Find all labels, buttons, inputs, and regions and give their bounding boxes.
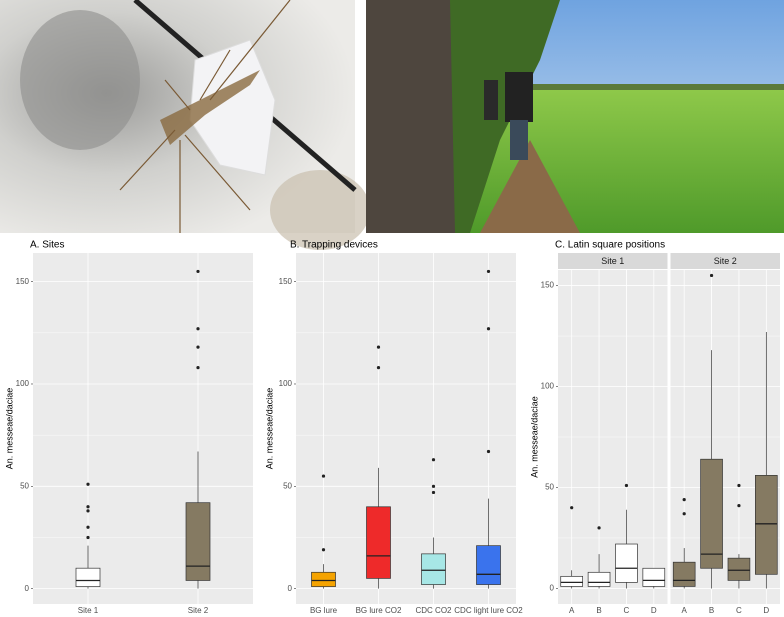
box bbox=[476, 545, 501, 585]
outlier bbox=[86, 535, 90, 540]
x-tick-label: C bbox=[736, 606, 742, 615]
x-tick-label: Site 2 bbox=[188, 606, 209, 615]
outlier bbox=[196, 327, 200, 331]
y-tick-label: 100 bbox=[279, 379, 293, 388]
x-tick-label: BG lure bbox=[310, 606, 338, 615]
y-tick-label: 50 bbox=[545, 483, 554, 492]
y-tick-label: 0 bbox=[25, 584, 30, 593]
photo-field bbox=[366, 0, 784, 233]
chart-title: A. Sites bbox=[30, 240, 64, 251]
box bbox=[421, 553, 446, 585]
y-tick-label: 150 bbox=[16, 277, 30, 286]
photo-mosquito bbox=[0, 0, 370, 250]
box bbox=[587, 571, 611, 587]
outlier bbox=[431, 484, 436, 488]
y-tick-label: 50 bbox=[20, 481, 29, 490]
y-tick-label: 50 bbox=[283, 481, 292, 490]
outlier bbox=[376, 366, 381, 370]
x-tick-label: B bbox=[709, 606, 714, 615]
y-tick-label: 0 bbox=[550, 584, 555, 593]
chart-title: B. Trapping devices bbox=[290, 240, 378, 251]
outlier bbox=[196, 269, 200, 274]
facet-strip bbox=[670, 253, 780, 269]
outlier bbox=[597, 526, 601, 530]
y-tick-label: 100 bbox=[541, 382, 555, 391]
y-tick-label: 0 bbox=[288, 584, 293, 593]
x-tick-label: C bbox=[624, 606, 630, 615]
x-tick-label: CDC CO2 bbox=[415, 606, 452, 615]
outlier bbox=[682, 497, 686, 502]
y-tick-label: 150 bbox=[541, 281, 555, 290]
y-axis-label: An. messeae/daciae bbox=[4, 388, 14, 470]
outlier bbox=[321, 474, 326, 478]
box bbox=[366, 506, 391, 579]
outlier bbox=[431, 490, 436, 495]
x-tick-label: A bbox=[682, 606, 688, 615]
outlier bbox=[86, 525, 90, 529]
outlier bbox=[86, 505, 90, 509]
y-axis-label: An. messeae/daciae bbox=[264, 388, 274, 470]
outlier bbox=[196, 345, 200, 349]
outlier bbox=[737, 483, 741, 488]
outlier bbox=[709, 273, 714, 278]
box bbox=[560, 575, 583, 587]
x-tick-label: A bbox=[569, 606, 575, 615]
outlier bbox=[86, 482, 90, 486]
x-tick-label: D bbox=[651, 606, 657, 615]
box bbox=[755, 475, 778, 575]
y-axis-label: An. messeae/daciae bbox=[529, 396, 539, 478]
x-tick-label: Site 1 bbox=[78, 606, 99, 615]
x-tick-label: BG lure CO2 bbox=[356, 606, 402, 615]
facet-strip bbox=[558, 253, 668, 269]
plot-background bbox=[33, 253, 253, 604]
facet-label: Site 2 bbox=[714, 256, 737, 266]
box bbox=[642, 567, 666, 587]
x-tick-label: B bbox=[596, 606, 601, 615]
facet-label: Site 1 bbox=[601, 256, 624, 266]
outlier bbox=[321, 548, 326, 552]
x-tick-label: CDC light lure CO2 bbox=[454, 606, 523, 615]
outlier bbox=[431, 458, 436, 462]
outlier bbox=[486, 269, 491, 274]
outlier bbox=[86, 509, 90, 513]
outlier bbox=[737, 504, 741, 508]
chart-title: C. Latin square positions bbox=[555, 240, 665, 251]
box bbox=[311, 571, 336, 587]
box bbox=[672, 561, 696, 587]
box bbox=[615, 543, 638, 583]
box bbox=[185, 502, 211, 581]
box bbox=[727, 557, 751, 581]
outlier bbox=[196, 366, 200, 370]
outlier bbox=[376, 345, 381, 349]
outlier bbox=[682, 512, 686, 516]
x-tick-label: D bbox=[763, 606, 769, 615]
y-tick-label: 100 bbox=[16, 379, 30, 388]
outlier bbox=[486, 327, 491, 331]
outlier bbox=[570, 506, 574, 510]
y-tick-label: 150 bbox=[279, 277, 293, 286]
box bbox=[700, 458, 723, 569]
outlier bbox=[486, 449, 491, 454]
outlier bbox=[624, 483, 629, 488]
box bbox=[75, 567, 101, 587]
